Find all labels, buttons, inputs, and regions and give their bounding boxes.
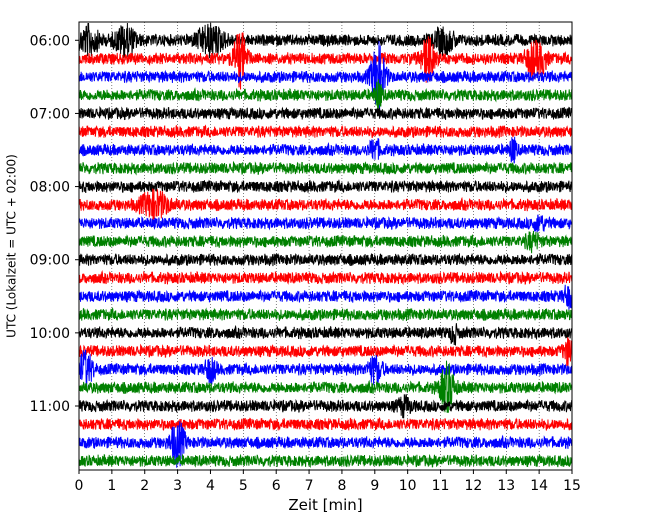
y-tick-label: 07:00	[30, 106, 70, 122]
x-tick-label: 5	[239, 478, 248, 494]
trace-4	[78, 105, 573, 121]
y-tick-label: 06:00	[30, 33, 70, 49]
y-tick-label: 10:00	[30, 326, 70, 342]
trace-19	[78, 360, 573, 413]
seismogram-traces	[78, 22, 573, 469]
x-axis-label: Zeit [min]	[288, 496, 362, 514]
trace-18	[78, 349, 573, 389]
trace-16	[78, 323, 573, 346]
trace-1	[78, 32, 573, 90]
x-tick-label: 4	[206, 478, 215, 494]
trace-5	[78, 124, 573, 139]
x-tick-label: 2	[140, 478, 149, 494]
x-tick-label: 13	[497, 478, 515, 494]
x-tick-label: 3	[173, 478, 182, 494]
trace-10	[78, 214, 573, 233]
trace-17	[78, 337, 573, 368]
x-tick-label: 1	[107, 478, 116, 494]
x-axis: 0 1 2 3 4 5 6 7 8 9 10 11 12 13 14 15	[75, 470, 581, 494]
x-tick-label: 6	[272, 478, 281, 494]
trace-15	[78, 307, 573, 322]
plot-frame	[78, 21, 573, 471]
trace-23	[78, 453, 573, 469]
x-tick-label: 12	[464, 478, 482, 494]
x-tick-label: 11	[432, 478, 450, 494]
y-axis-label: UTC (Lokalzeit = UTC + 02:00)	[5, 154, 19, 338]
trace-8	[78, 179, 573, 194]
trace-12	[78, 252, 573, 267]
trace-14	[78, 284, 573, 310]
x-tick-label: 14	[530, 478, 548, 494]
y-tick-label: 09:00	[30, 253, 70, 269]
trace-0	[78, 22, 573, 59]
x-tick-label: 15	[563, 478, 581, 494]
trace-22	[78, 421, 573, 468]
trace-21	[78, 416, 573, 431]
y-tick-label: 11:00	[30, 399, 70, 415]
trace-7	[78, 160, 573, 176]
trace-9	[78, 188, 573, 222]
trace-3	[78, 79, 573, 113]
y-tick-label: 08:00	[30, 180, 70, 196]
trace-20	[78, 394, 573, 419]
trace-2	[78, 41, 573, 112]
x-tick-label: 7	[305, 478, 314, 494]
x-tick-label: 10	[399, 478, 417, 494]
trace-11	[78, 230, 573, 254]
x-tick-label: 0	[75, 478, 84, 494]
x-tick-label: 8	[337, 478, 346, 494]
trace-6	[78, 136, 573, 164]
y-axis: 06:00 07:00 08:00 09:00 10:00 11:00	[30, 33, 79, 415]
x-tick-label: 9	[370, 478, 379, 494]
trace-13	[78, 269, 573, 286]
